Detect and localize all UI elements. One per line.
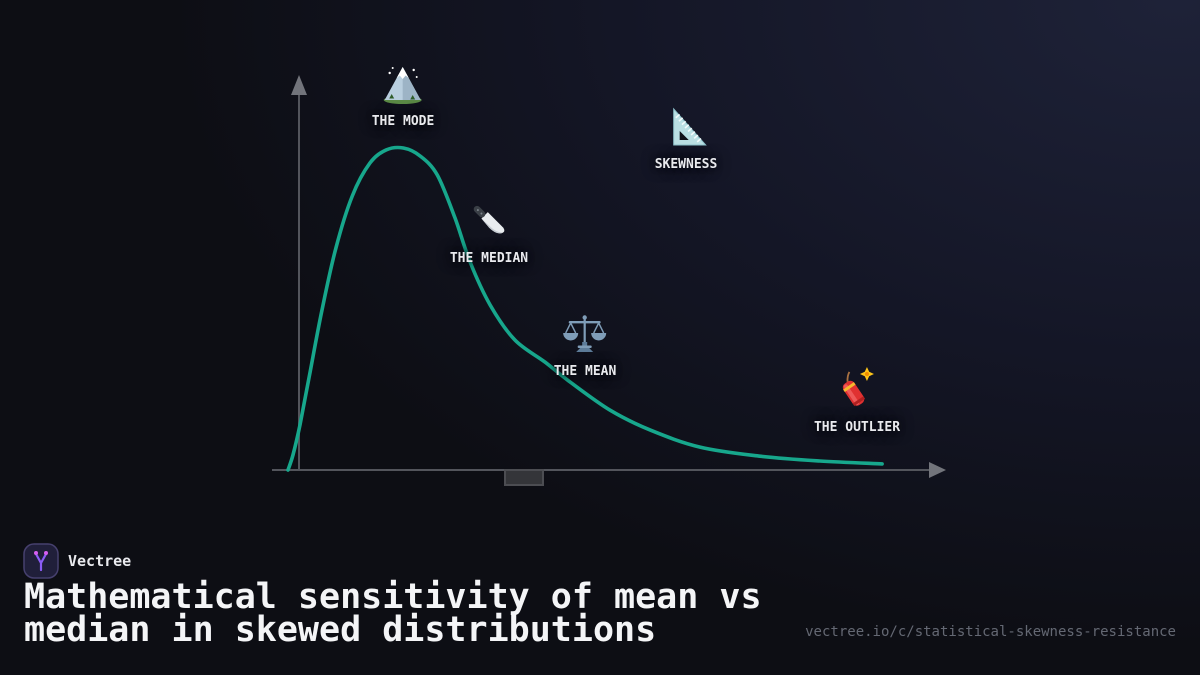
annotation-the-mean: THE MEAN — [553, 311, 617, 379]
triangle-ruler-icon — [673, 107, 708, 146]
annotation-label: THE OUTLIER — [813, 420, 901, 435]
annotation-the-outlier: THE OUTLIER — [814, 367, 900, 435]
annotation-the-median: THE MEDIAN — [450, 198, 528, 266]
vectree-logo-icon — [23, 543, 59, 579]
mountain-icon — [384, 67, 422, 104]
x-axis-arrow-icon — [929, 462, 946, 478]
source-url: vectree.io/c/statistical-skewness-resist… — [805, 624, 1176, 640]
axis-marker-box — [504, 469, 544, 486]
annotation-label: THE MEDIAN — [449, 251, 529, 266]
y-axis-arrow-icon — [291, 75, 307, 95]
annotation-the-mode: THE MODE — [371, 61, 435, 129]
page-title: Mathematical sensitivity of mean vs medi… — [24, 577, 762, 650]
brand-name: Vectree — [68, 552, 132, 570]
annotation-skewness: SKEWNESS — [654, 104, 718, 172]
firecracker-icon — [842, 367, 874, 407]
annotation-label: THE MEAN — [553, 364, 617, 379]
annotation-label: SKEWNESS — [654, 157, 718, 172]
knife-icon — [473, 205, 505, 234]
distribution-curve — [286, 145, 884, 472]
annotation-label: THE MODE — [371, 114, 435, 129]
balance-scale-icon — [563, 315, 607, 352]
brand: Vectree — [23, 543, 131, 579]
